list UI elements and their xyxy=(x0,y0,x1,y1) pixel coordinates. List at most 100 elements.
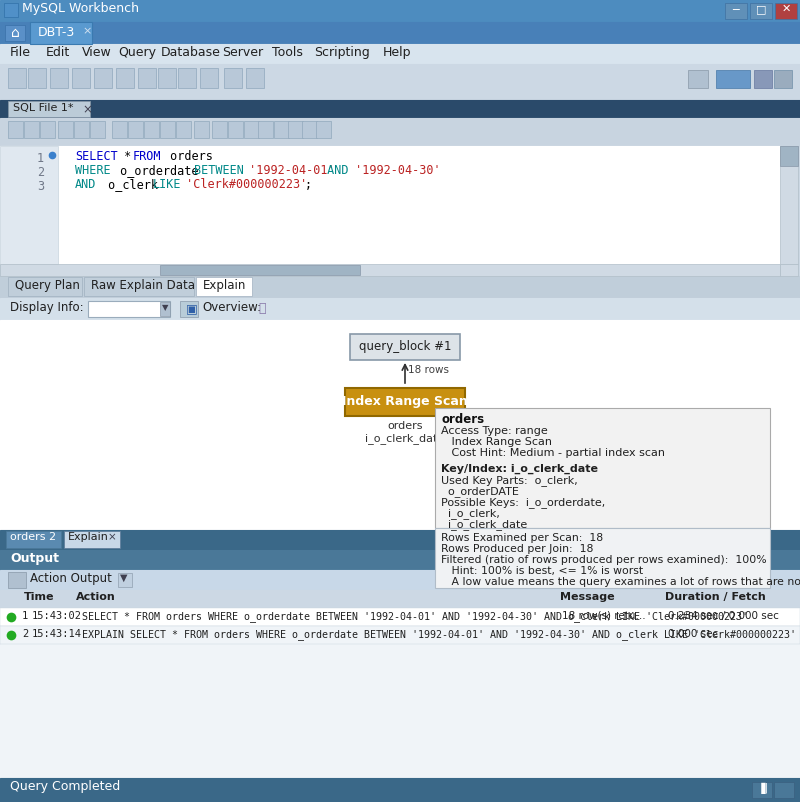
Text: BETWEEN: BETWEEN xyxy=(194,164,244,177)
Text: ▼: ▼ xyxy=(162,303,169,312)
Text: 18 rows: 18 rows xyxy=(408,365,449,375)
Bar xyxy=(435,408,770,528)
Text: orders: orders xyxy=(163,150,213,163)
Bar xyxy=(688,70,708,88)
Text: ▐|: ▐| xyxy=(757,783,769,794)
Bar xyxy=(716,70,750,88)
Bar xyxy=(112,121,127,138)
Bar xyxy=(72,68,90,88)
Text: *: * xyxy=(117,150,138,163)
Bar xyxy=(345,388,465,416)
Bar xyxy=(58,121,73,138)
Bar xyxy=(0,550,800,570)
Text: □: □ xyxy=(756,4,766,14)
Text: 15:43:14: 15:43:14 xyxy=(32,629,82,639)
Bar xyxy=(288,121,303,138)
Bar xyxy=(0,530,800,550)
Text: Query: Query xyxy=(118,46,156,59)
Text: Output: Output xyxy=(10,552,59,565)
Text: Index Range Scan: Index Range Scan xyxy=(441,437,552,447)
Bar xyxy=(0,22,800,44)
Text: Raw Explain Data: Raw Explain Data xyxy=(91,279,195,292)
Bar xyxy=(0,44,800,64)
Bar xyxy=(116,68,134,88)
Bar xyxy=(30,22,92,44)
Bar xyxy=(0,298,800,320)
Bar xyxy=(64,531,120,548)
Text: 1: 1 xyxy=(37,152,44,165)
Bar xyxy=(244,121,259,138)
Text: SELECT: SELECT xyxy=(75,150,118,163)
Bar xyxy=(160,121,175,138)
Text: Tools: Tools xyxy=(271,46,302,59)
Text: Rows Produced per Join:  18: Rows Produced per Join: 18 xyxy=(441,544,594,554)
Text: o_orderDATE: o_orderDATE xyxy=(441,486,519,497)
Bar xyxy=(0,100,800,118)
Text: Hint: 100% is best, <= 1% is worst: Hint: 100% is best, <= 1% is worst xyxy=(441,566,643,576)
Bar xyxy=(435,528,770,588)
Text: 1: 1 xyxy=(22,611,28,621)
Bar xyxy=(88,301,170,317)
Text: 'Clerk#000000223': 'Clerk#000000223' xyxy=(179,178,307,191)
Text: Index Range Scan: Index Range Scan xyxy=(342,395,468,408)
Text: File: File xyxy=(10,46,31,59)
Bar xyxy=(274,121,289,138)
Bar xyxy=(0,644,800,778)
Bar xyxy=(350,334,460,360)
Text: Overview:: Overview: xyxy=(202,301,261,314)
Text: SQL File 1*: SQL File 1* xyxy=(13,103,74,113)
Text: Query Plan: Query Plan xyxy=(15,279,80,292)
Text: i_o_clerk,: i_o_clerk, xyxy=(441,508,500,519)
Bar xyxy=(780,264,798,276)
Bar xyxy=(228,121,243,138)
Text: Message: Message xyxy=(560,592,614,602)
Text: Scripting: Scripting xyxy=(314,46,370,59)
Text: i_o_clerk_date: i_o_clerk_date xyxy=(441,519,527,530)
Bar xyxy=(118,573,132,587)
Bar xyxy=(8,68,26,88)
Bar xyxy=(178,68,196,88)
Text: o_orderdate: o_orderdate xyxy=(113,164,206,177)
Bar xyxy=(0,626,800,644)
Bar xyxy=(5,25,25,41)
Text: Used Key Parts:  o_clerk,: Used Key Parts: o_clerk, xyxy=(441,475,578,486)
Bar xyxy=(0,276,800,298)
Bar xyxy=(212,121,227,138)
Text: 0.000 sec: 0.000 sec xyxy=(668,629,718,639)
Bar xyxy=(8,121,23,138)
Bar xyxy=(84,277,194,296)
Text: AND: AND xyxy=(75,178,96,191)
Bar xyxy=(750,3,772,19)
Text: ×: × xyxy=(108,532,117,542)
Bar xyxy=(246,68,264,88)
Bar xyxy=(90,121,105,138)
Text: ─: ─ xyxy=(733,4,739,14)
Text: Action Output: Action Output xyxy=(30,572,112,585)
Bar xyxy=(0,64,800,100)
Text: ⌂: ⌂ xyxy=(10,26,19,40)
Text: ▣: ▣ xyxy=(186,302,198,315)
Text: Server: Server xyxy=(222,46,264,59)
Text: Database: Database xyxy=(161,46,220,59)
Text: Access Type: range: Access Type: range xyxy=(441,426,548,436)
Text: ;: ; xyxy=(305,178,312,191)
Bar xyxy=(180,301,198,317)
Text: A low value means the query examines a lot of rows that are not returned.: A low value means the query examines a l… xyxy=(441,577,800,587)
Text: Filtered (ratio of rows produced per rows examined):  100%: Filtered (ratio of rows produced per row… xyxy=(441,555,766,565)
Bar xyxy=(0,146,58,264)
Bar xyxy=(774,70,792,88)
Text: Help: Help xyxy=(382,46,411,59)
Text: Rows Examined per Scan:  18: Rows Examined per Scan: 18 xyxy=(441,533,603,543)
Bar xyxy=(8,277,82,296)
Bar xyxy=(74,121,89,138)
Text: Duration / Fetch: Duration / Fetch xyxy=(665,592,766,602)
Bar xyxy=(200,68,218,88)
Bar xyxy=(258,121,273,138)
Text: 🔍: 🔍 xyxy=(258,302,266,315)
Bar xyxy=(774,782,794,798)
Bar xyxy=(302,121,317,138)
Bar xyxy=(94,68,112,88)
Bar xyxy=(725,3,747,19)
Bar xyxy=(194,121,209,138)
Text: ×: × xyxy=(82,26,91,36)
